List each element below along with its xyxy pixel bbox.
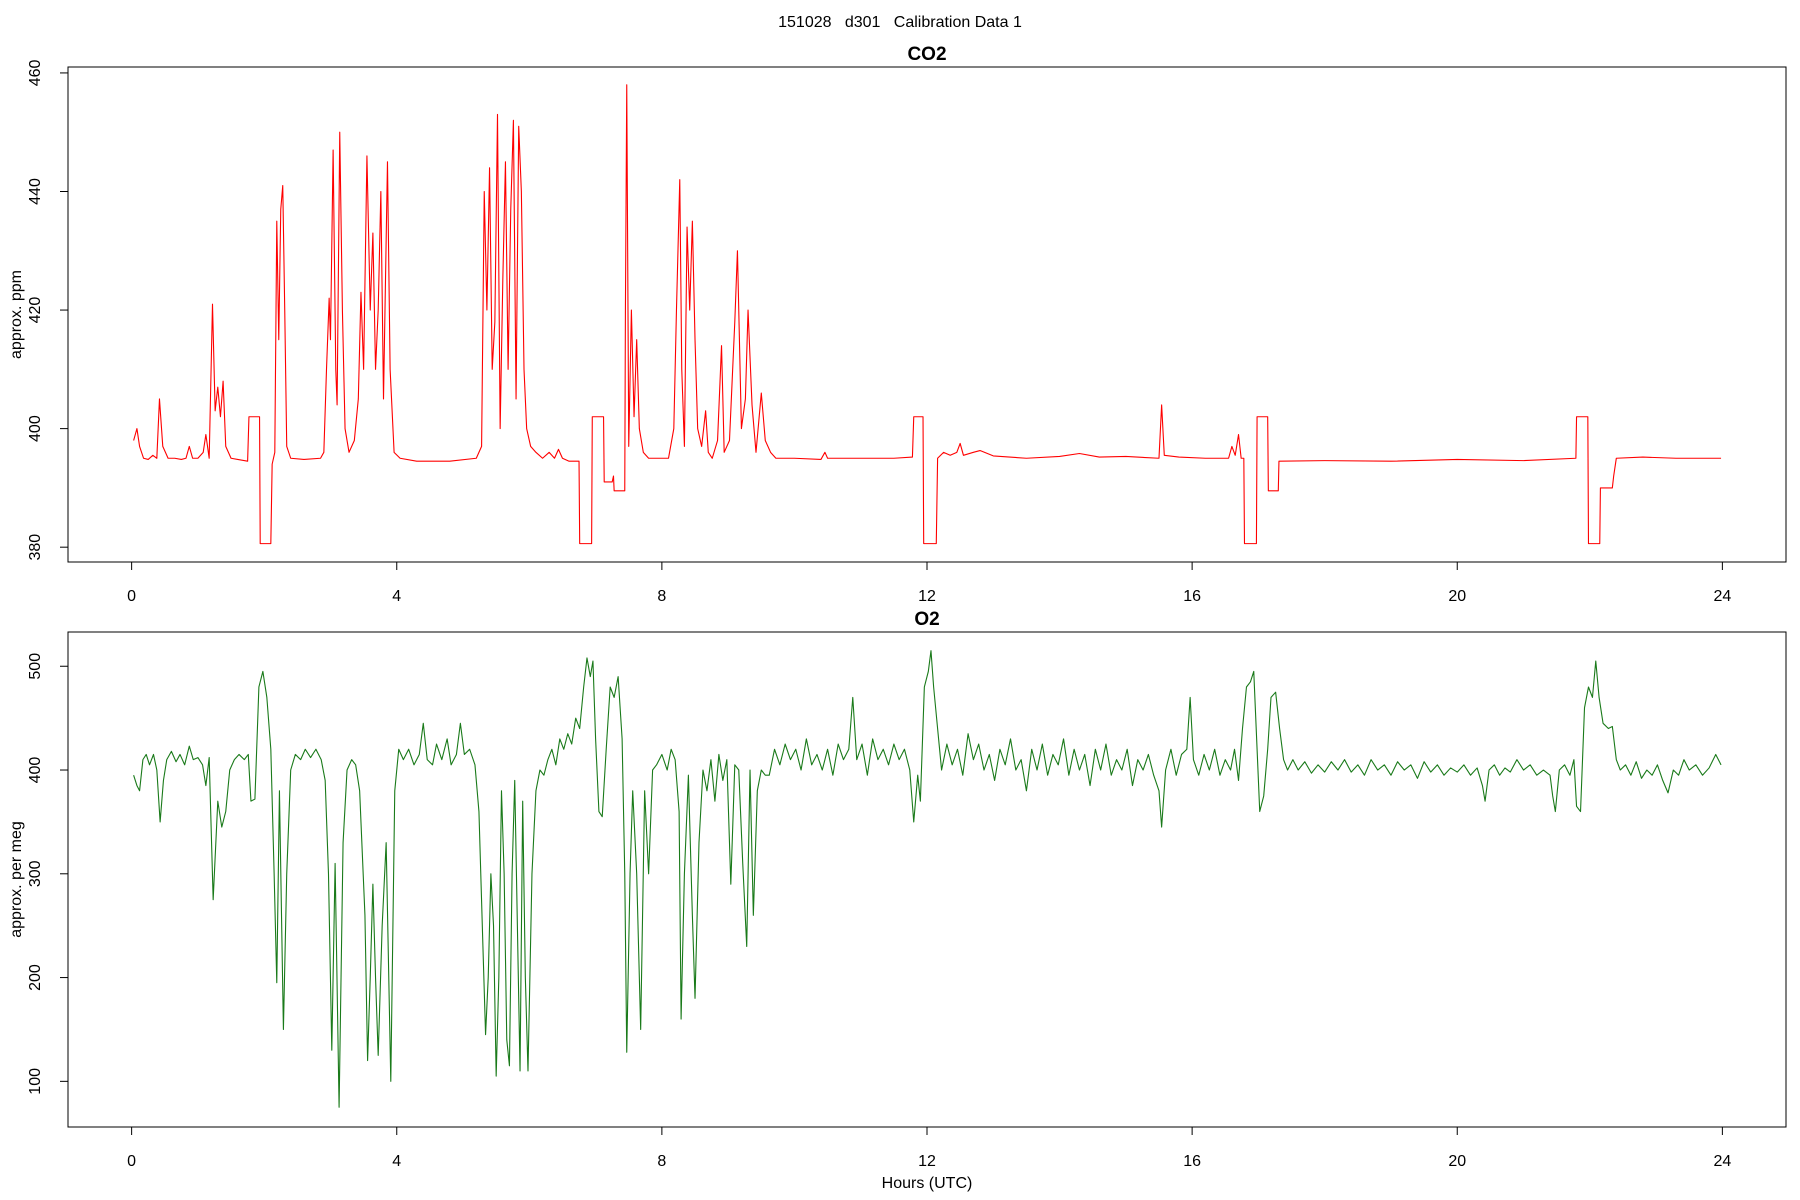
y-axis-label: approx. per meg	[8, 821, 25, 938]
x-tick-label: 12	[918, 588, 936, 605]
x-tick-label: 20	[1448, 588, 1466, 605]
x-tick-label: 24	[1713, 1153, 1731, 1170]
y-tick-label: 300	[27, 860, 44, 887]
y-tick-label: 400	[27, 415, 44, 442]
data-line	[133, 84, 1722, 545]
y-axis-label: approx. ppm	[8, 270, 25, 359]
y-tick-label: 460	[27, 59, 44, 86]
x-tick-label: 8	[657, 1153, 666, 1170]
y-tick-label: 380	[27, 534, 44, 561]
figure-title: 151028 d301 Calibration Data 1	[778, 14, 1022, 31]
y-tick-label: 200	[27, 964, 44, 991]
x-tick-label: 8	[657, 588, 666, 605]
y-tick-label: 500	[27, 653, 44, 680]
y-tick-label: 420	[27, 297, 44, 324]
data-line	[133, 650, 1722, 1108]
x-tick-label: 12	[918, 1153, 936, 1170]
y-tick-label: 400	[27, 757, 44, 784]
x-tick-label: 0	[127, 588, 136, 605]
y-tick-label: 100	[27, 1068, 44, 1095]
x-tick-label: 16	[1183, 588, 1201, 605]
panel-title: CO2	[907, 44, 946, 65]
x-axis-label: Hours (UTC)	[882, 1175, 973, 1192]
x-tick-label: 0	[127, 1153, 136, 1170]
x-tick-label: 16	[1183, 1153, 1201, 1170]
x-tick-label: 20	[1448, 1153, 1466, 1170]
x-tick-label: 24	[1713, 588, 1731, 605]
x-tick-label: 4	[392, 1153, 401, 1170]
plot-frame	[67, 66, 1787, 563]
panel-title: O2	[914, 609, 939, 630]
x-tick-label: 4	[392, 588, 401, 605]
y-tick-label: 440	[27, 178, 44, 205]
plot-frame	[67, 631, 1787, 1128]
